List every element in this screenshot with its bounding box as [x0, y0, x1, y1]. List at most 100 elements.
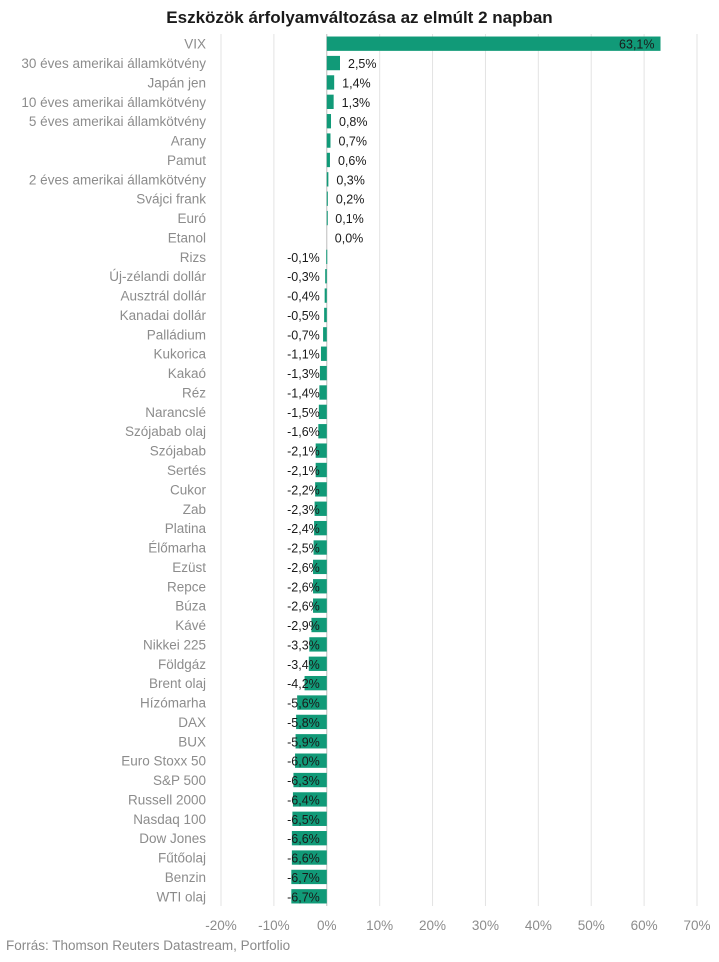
bar	[309, 637, 327, 652]
data-label: -5,9%	[287, 735, 320, 749]
data-label: 0,2%	[336, 193, 365, 207]
data-label: -0,4%	[287, 290, 320, 304]
data-label: -6,4%	[287, 793, 320, 807]
bar	[326, 133, 331, 148]
category-label: Platina	[165, 521, 207, 536]
category-label: DAX	[178, 715, 206, 730]
bar	[293, 772, 327, 788]
category-label: Svájci frank	[136, 192, 206, 207]
bar	[315, 443, 327, 458]
bar	[318, 404, 327, 420]
data-label: -5,6%	[287, 697, 320, 711]
data-label: -0,1%	[287, 251, 320, 265]
category-label: Repce	[167, 579, 206, 594]
data-label: 0,1%	[335, 212, 364, 226]
category-label: 10 éves amerikai államkötvény	[21, 95, 206, 110]
data-label: 1,4%	[342, 76, 371, 90]
category-label: Benzin	[165, 870, 206, 885]
data-label: -6,6%	[287, 852, 320, 866]
bar	[295, 753, 327, 768]
bar	[315, 482, 327, 497]
category-label: Új-zélandi dollár	[109, 269, 206, 284]
data-label: -6,0%	[287, 755, 320, 769]
data-label: -1,5%	[287, 406, 320, 420]
category-label: Russell 2000	[128, 792, 206, 807]
bar	[311, 617, 327, 633]
category-label: Élőmarha	[148, 541, 206, 556]
data-label: -2,6%	[287, 580, 320, 594]
category-label: Narancslé	[145, 405, 206, 420]
category-label: BUX	[178, 734, 206, 749]
category-label: Rizs	[180, 250, 206, 265]
bar	[325, 269, 327, 284]
bar	[326, 55, 340, 71]
data-label: 0,7%	[338, 135, 367, 149]
category-label: Búza	[175, 599, 206, 614]
data-label: -3,4%	[287, 658, 320, 672]
data-label: -1,6%	[287, 425, 320, 439]
x-tick-label: 70%	[683, 918, 710, 933]
category-label: Etanol	[168, 230, 206, 245]
data-label: -3,3%	[287, 638, 320, 652]
data-label: -1,3%	[287, 367, 320, 381]
bar	[296, 714, 327, 730]
bar	[315, 462, 327, 478]
bar	[326, 36, 661, 51]
bar	[319, 365, 327, 381]
data-label: -2,1%	[287, 464, 320, 478]
category-label: Pamut	[167, 153, 206, 168]
category-label: Ausztrál dollár	[120, 289, 206, 304]
data-label: 2,5%	[348, 57, 377, 71]
data-label: 1,3%	[342, 96, 371, 110]
x-tick-label: 60%	[631, 918, 658, 933]
category-label: VIX	[184, 37, 206, 52]
bar	[320, 346, 327, 361]
data-label: -4,2%	[287, 677, 320, 691]
bar	[313, 559, 327, 575]
chart-title: Eszközök árfolyamváltozása az elmúlt 2 n…	[166, 8, 553, 27]
bar	[326, 210, 328, 226]
data-label: -6,5%	[287, 813, 320, 827]
data-label: -6,7%	[287, 890, 320, 904]
category-label: Euro Stoxx 50	[121, 754, 206, 769]
bar	[304, 675, 327, 691]
bar	[291, 869, 327, 885]
bar	[314, 501, 327, 516]
data-label: 63,1%	[619, 38, 654, 52]
category-label: Euró	[177, 211, 206, 226]
x-tick-label: 30%	[472, 918, 499, 933]
data-label: -0,3%	[287, 270, 320, 284]
data-label: -6,6%	[287, 832, 320, 846]
bar	[318, 424, 327, 439]
category-label: 30 éves amerikai államkötvény	[21, 56, 206, 71]
category-label: 2 éves amerikai államkötvény	[29, 172, 206, 187]
category-label: Földgáz	[158, 657, 206, 672]
bar	[297, 695, 327, 710]
category-label: Sertés	[167, 463, 206, 478]
category-label: Fűtőolaj	[158, 851, 206, 866]
labels: -20% -10% 0% 10% 20% 30% 40% 50% 60% 70% VIX 63,1% 3…	[21, 37, 710, 933]
data-label: -1,4%	[287, 386, 320, 400]
data-label: -2,6%	[287, 561, 320, 575]
bar	[292, 792, 327, 807]
bar	[326, 191, 328, 206]
category-label: Hízómarha	[140, 696, 207, 711]
category-label: WTI olaj	[156, 889, 206, 904]
data-label: -6,3%	[287, 774, 320, 788]
category-label: Nasdaq 100	[133, 812, 206, 827]
bar	[313, 598, 327, 613]
bar	[326, 249, 328, 265]
data-label: 0,8%	[339, 115, 368, 129]
bar	[313, 579, 327, 594]
category-label: Japán jen	[147, 75, 206, 90]
category-label: Szójabab olaj	[125, 424, 206, 439]
bar	[326, 152, 330, 168]
data-label: -2,4%	[287, 522, 320, 536]
data-label: 0,3%	[336, 173, 365, 187]
bar	[314, 520, 327, 536]
data-label: -0,7%	[287, 328, 320, 342]
bar	[323, 327, 327, 342]
bar	[295, 734, 327, 749]
category-label: Brent olaj	[149, 676, 206, 691]
data-label: -2,3%	[287, 503, 320, 517]
